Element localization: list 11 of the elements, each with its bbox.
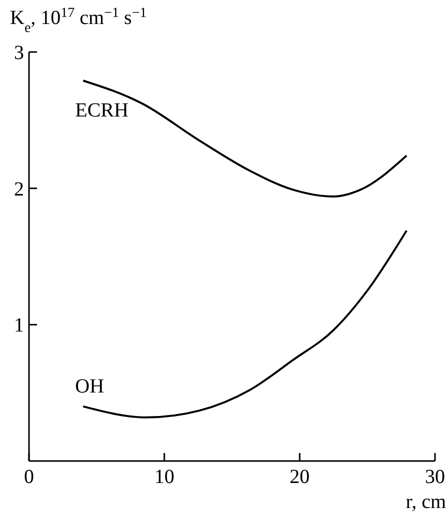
y-tick-label: 1 [14,314,24,337]
x-tick-label: 0 [24,466,34,488]
x-tick-label: 20 [290,466,310,488]
series-label: OH [75,375,104,398]
series-label: ECRH [75,100,128,122]
x-axis-title: r, cm [406,491,446,513]
y-tick-label: 2 [14,178,24,200]
x-tick-label: 30 [425,466,445,488]
y-axis-title: K$_{e}$, 10$^{17}$ cm$^{−1}$ s$^{−1}$ [10,6,147,36]
y-tick-label: 3 [14,42,24,64]
x-tick-label: 10 [154,466,174,488]
